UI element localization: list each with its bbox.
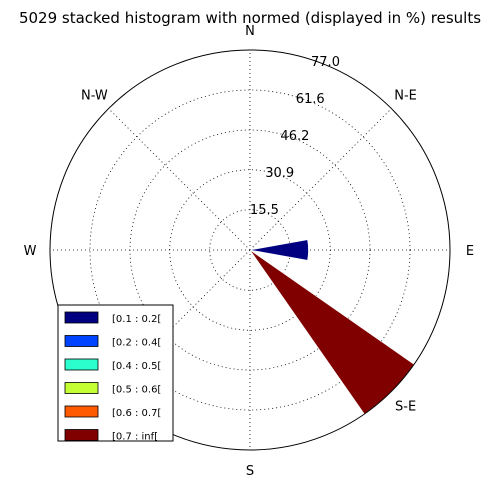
radial-tick-label: 30.9 <box>265 166 294 181</box>
plot-outline <box>49 49 451 451</box>
legend: [0.1 : 0.2[ [0.2 : 0.4[ [0.4 : 0.5[ [0.5 : … <box>57 304 174 443</box>
legend-label: [0.4 : 0.5[ <box>112 361 161 372</box>
legend-swatch <box>64 429 99 441</box>
legend-swatch <box>64 405 99 418</box>
radial-tick-label: 77.0 <box>311 55 340 70</box>
direction-labels: N N-E E S-E S W N-W <box>24 24 475 479</box>
radial-tick-label: 46.2 <box>280 129 309 144</box>
legend-swatch <box>64 335 99 347</box>
grid-spoke-1 <box>249 108 392 251</box>
legend-label: [0.2 : 0.4[ <box>112 338 161 349</box>
chart-title: 5029 stacked histogram with normed (disp… <box>19 9 481 27</box>
direction-label-s-e: S-E <box>395 400 416 415</box>
direction-label-n-e: N-E <box>394 88 417 103</box>
direction-label-w: W <box>24 244 37 259</box>
legend-label: [0.6 : 0.7[ <box>112 408 161 419</box>
legend-frame <box>57 304 174 442</box>
legend-label: [0.7 : inf[ <box>112 432 158 443</box>
direction-label-e: E <box>466 244 474 259</box>
grid-spoke-7 <box>108 108 251 251</box>
legend-label: [0.1 : 0.2[ <box>112 314 161 325</box>
direction-label-s: S <box>246 464 254 479</box>
grid-spoke-5 <box>108 249 251 392</box>
legend-swatch <box>64 311 99 324</box>
legend-swatch <box>64 358 99 371</box>
sector-e <box>249 239 309 261</box>
direction-label-n-w: N-W <box>81 88 108 103</box>
radial-tick-label: 15.5 <box>250 203 279 218</box>
radial-tick-labels: 15.5 30.9 46.2 61.6 77.0 <box>250 55 340 218</box>
radial-tick-label: 61.6 <box>296 92 325 107</box>
legend-swatch <box>64 382 99 394</box>
direction-label-n: N <box>245 24 255 39</box>
legend-label: [0.5 : 0.6[ <box>112 385 161 396</box>
